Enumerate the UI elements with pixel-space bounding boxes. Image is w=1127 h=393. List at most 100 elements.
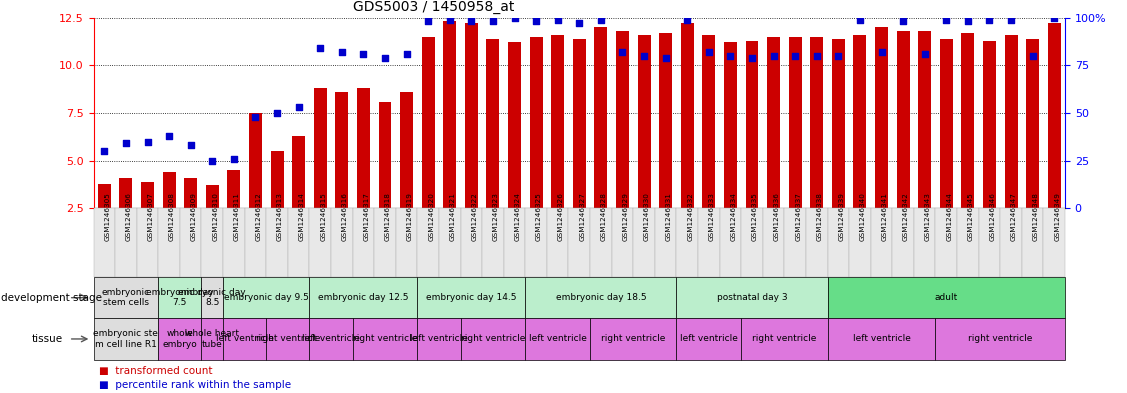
- Point: [527, 18, 545, 25]
- Bar: [400, 92, 414, 208]
- Text: embryonic
stem cells: embryonic stem cells: [101, 288, 150, 307]
- Bar: [292, 136, 305, 208]
- Bar: [487, 39, 499, 208]
- Bar: [270, 151, 284, 208]
- Text: GSM1246326: GSM1246326: [558, 192, 564, 241]
- Text: GSM1246339: GSM1246339: [838, 192, 844, 241]
- Text: right ventricle: right ventricle: [461, 334, 525, 343]
- Text: GSM1246319: GSM1246319: [407, 192, 412, 241]
- Text: GSM1246335: GSM1246335: [752, 192, 758, 241]
- Text: GSM1246322: GSM1246322: [471, 192, 478, 241]
- Point: [938, 17, 956, 23]
- Text: GSM1246311: GSM1246311: [234, 192, 240, 241]
- Point: [354, 51, 372, 57]
- Text: GSM1246329: GSM1246329: [622, 192, 629, 241]
- Point: [721, 53, 739, 59]
- Bar: [1048, 24, 1061, 208]
- Text: GSM1246318: GSM1246318: [385, 192, 391, 241]
- Text: left ventricle: left ventricle: [529, 334, 587, 343]
- Point: [635, 53, 653, 59]
- Point: [678, 17, 696, 23]
- Point: [700, 49, 718, 55]
- Text: embryonic ste
m cell line R1: embryonic ste m cell line R1: [94, 329, 159, 349]
- Point: [247, 114, 265, 120]
- Bar: [184, 178, 197, 208]
- Text: right ventricle: right ventricle: [968, 334, 1032, 343]
- Text: GSM1246315: GSM1246315: [320, 192, 326, 241]
- Point: [311, 45, 329, 51]
- Bar: [508, 42, 521, 208]
- Text: GSM1246314: GSM1246314: [299, 192, 304, 241]
- Bar: [357, 88, 370, 208]
- Bar: [724, 42, 737, 208]
- Point: [398, 51, 416, 57]
- Bar: [573, 39, 586, 208]
- Bar: [745, 40, 758, 208]
- Point: [915, 51, 933, 57]
- Point: [290, 104, 308, 110]
- Bar: [336, 92, 348, 208]
- Bar: [853, 35, 867, 208]
- Text: GSM1246343: GSM1246343: [924, 192, 931, 241]
- Bar: [421, 37, 435, 208]
- Text: GSM1246340: GSM1246340: [860, 192, 866, 241]
- Point: [872, 49, 890, 55]
- Bar: [702, 35, 716, 208]
- Point: [787, 53, 805, 59]
- Text: right ventricle: right ventricle: [752, 334, 817, 343]
- Point: [851, 17, 869, 23]
- Text: GSM1246338: GSM1246338: [817, 192, 823, 241]
- Point: [181, 142, 199, 149]
- Point: [613, 49, 631, 55]
- Point: [549, 17, 567, 23]
- Text: embryonic day
8.5: embryonic day 8.5: [178, 288, 246, 307]
- Point: [829, 53, 848, 59]
- Text: GSM1246345: GSM1246345: [968, 192, 974, 241]
- Text: GSM1246312: GSM1246312: [256, 192, 261, 241]
- Text: GSM1246347: GSM1246347: [1011, 192, 1017, 241]
- Text: embryonic day 18.5: embryonic day 18.5: [556, 293, 646, 302]
- Text: right ventricle: right ventricle: [256, 334, 320, 343]
- Text: GSM1246349: GSM1246349: [1054, 192, 1061, 241]
- Text: GSM1246313: GSM1246313: [277, 192, 283, 241]
- Text: GSM1246332: GSM1246332: [687, 192, 693, 241]
- Text: GSM1246346: GSM1246346: [990, 192, 995, 241]
- Text: whole
embryo: whole embryo: [162, 329, 197, 349]
- Text: GSM1246348: GSM1246348: [1032, 192, 1039, 241]
- Text: embryonic day 12.5: embryonic day 12.5: [318, 293, 409, 302]
- Text: embryonic day 14.5: embryonic day 14.5: [426, 293, 516, 302]
- Point: [808, 53, 826, 59]
- Point: [96, 148, 114, 154]
- Point: [462, 18, 480, 25]
- Bar: [659, 33, 672, 208]
- Bar: [616, 31, 629, 208]
- Bar: [206, 185, 219, 208]
- Text: ■  percentile rank within the sample: ■ percentile rank within the sample: [99, 380, 291, 389]
- Point: [139, 138, 157, 145]
- Bar: [897, 31, 909, 208]
- Point: [980, 17, 999, 23]
- Text: GDS5003 / 1450958_at: GDS5003 / 1450958_at: [353, 0, 514, 14]
- Point: [592, 17, 610, 23]
- Point: [1045, 15, 1063, 21]
- Text: GSM1246337: GSM1246337: [796, 192, 801, 241]
- Bar: [832, 39, 845, 208]
- Text: GSM1246341: GSM1246341: [881, 192, 888, 241]
- Text: right ventricle: right ventricle: [601, 334, 665, 343]
- Text: GSM1246307: GSM1246307: [148, 192, 153, 241]
- Bar: [379, 101, 391, 208]
- Text: embryonic day
7.5: embryonic day 7.5: [147, 288, 214, 307]
- Text: GSM1246325: GSM1246325: [536, 192, 542, 241]
- Bar: [119, 178, 132, 208]
- Text: embryonic day 9.5: embryonic day 9.5: [224, 293, 309, 302]
- Text: GSM1246334: GSM1246334: [730, 192, 736, 241]
- Point: [483, 18, 502, 25]
- Bar: [443, 22, 456, 208]
- Text: GSM1246336: GSM1246336: [773, 192, 780, 241]
- Point: [203, 158, 221, 164]
- Text: GSM1246317: GSM1246317: [363, 192, 370, 241]
- Text: GSM1246331: GSM1246331: [666, 192, 672, 241]
- Bar: [551, 35, 565, 208]
- Point: [959, 18, 977, 25]
- Bar: [789, 37, 801, 208]
